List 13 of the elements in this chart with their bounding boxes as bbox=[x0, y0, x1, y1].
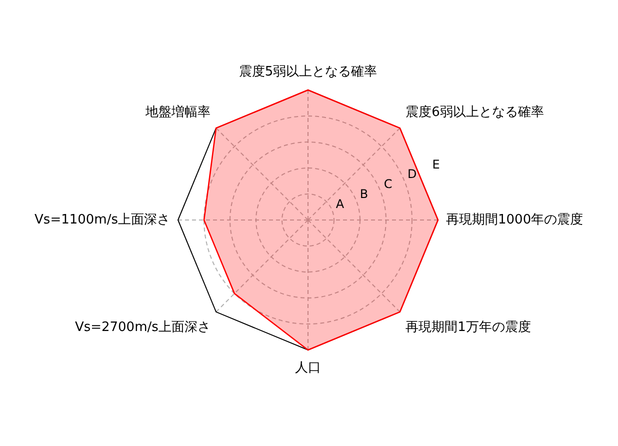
y-tick-label: C bbox=[384, 177, 392, 192]
spoke-label: 再現期間1万年の震度 bbox=[406, 319, 531, 336]
spoke-label: 再現期間1000年の震度 bbox=[446, 212, 584, 228]
y-tick-label: E bbox=[432, 157, 440, 172]
y-tick-label: A bbox=[336, 197, 345, 212]
y-tick-label: D bbox=[407, 167, 417, 182]
spoke-label: 震度5弱以上となる確率 bbox=[238, 64, 378, 80]
spoke-label: 震度6弱以上となる確率 bbox=[406, 104, 544, 120]
y-tick-label: B bbox=[360, 187, 368, 202]
spoke-label: 人口 bbox=[295, 360, 321, 376]
spoke-label: Vs=2700m/s上面深さ bbox=[74, 320, 210, 336]
spoke-label: Vs=1100m/s上面深さ bbox=[34, 212, 170, 228]
spoke-label: 地盤増幅率 bbox=[144, 104, 210, 120]
